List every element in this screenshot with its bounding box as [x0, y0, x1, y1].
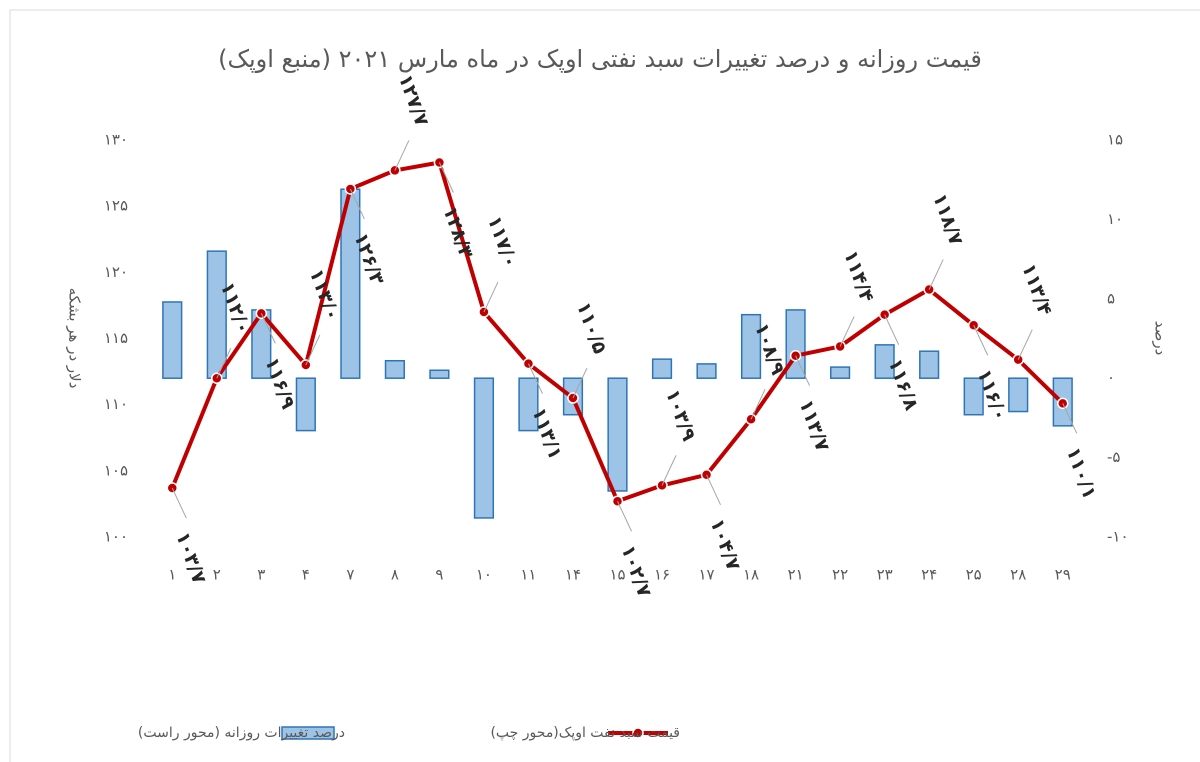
bar [740, 313, 762, 379]
bar [696, 363, 717, 379]
x-tick-label: ۲۳ [877, 566, 893, 584]
x-tick-label: ۳ [257, 566, 265, 584]
y2-tick-label: -۱۰ [1107, 528, 1129, 546]
bar [429, 369, 450, 379]
y2-tick-label: ۱۵ [1107, 131, 1123, 149]
y2-tick-label: -۵ [1107, 448, 1120, 466]
leader-line [973, 325, 989, 356]
y-tick-label: ۱۰۰ [104, 528, 128, 546]
x-tick-label: ۲۱ [788, 566, 804, 584]
x-tick-label: ۴ [302, 566, 310, 584]
x-tick-label: ۸ [391, 566, 399, 584]
x-tick-label: ۱۸ [743, 566, 759, 584]
bar [162, 301, 183, 379]
y2-tick-label: ۱۰ [1107, 210, 1123, 228]
x-tick-label: ۱ [168, 566, 176, 584]
leader-line [1017, 329, 1033, 360]
bar [607, 377, 628, 492]
x-tick-label: ۱۰ [476, 566, 492, 584]
x-tick-label: ۲۴ [921, 566, 937, 584]
bar [1008, 377, 1029, 413]
x-tick-label: ۷ [346, 566, 354, 584]
leader-line [884, 314, 900, 345]
x-tick-label: ۲۲ [832, 566, 848, 584]
x-tick-label: ۱۵ [609, 566, 625, 584]
leader-line [1062, 403, 1078, 434]
legend-swatch-marker [632, 727, 644, 739]
x-tick-label: ۱۱ [520, 566, 536, 584]
legend-swatch [281, 726, 335, 740]
leader-line [839, 316, 855, 347]
y-tick-label: ۱۲۰ [104, 263, 128, 281]
bar [295, 377, 316, 432]
leader-line [171, 487, 187, 519]
chart-title: قیمت روزانه و درصد تغییرات سبد نفتی اوپک… [218, 45, 982, 73]
leader-line [260, 313, 276, 344]
y2-tick-label: ۰ [1107, 369, 1115, 387]
legend-label: درصد تغییرات روزانه (محور راست) [138, 725, 345, 741]
x-tick-label: ۹ [435, 566, 443, 584]
leader-line [706, 474, 722, 506]
leader-line [394, 140, 410, 171]
bar [830, 366, 851, 379]
bar [518, 377, 539, 432]
leader-line [661, 455, 677, 486]
x-tick-label: ۲ [213, 566, 221, 584]
bar [874, 344, 895, 379]
y-tick-label: ۱۱۵ [104, 329, 128, 347]
x-tick-label: ۲۸ [1010, 566, 1026, 584]
leader-line [527, 363, 543, 394]
bar [963, 377, 984, 416]
leader-line [928, 259, 944, 290]
x-tick-label: ۱۶ [654, 566, 670, 584]
x-tick-label: ۱۷ [698, 566, 714, 584]
leader-line [305, 334, 321, 366]
leader-line [438, 162, 454, 193]
bar [651, 358, 673, 379]
y2-tick-label: ۵ [1107, 289, 1115, 307]
leader-line [750, 389, 766, 420]
legend-label: قیمت سبد نفت اوپک(محور چپ) [490, 725, 680, 741]
x-tick-label: ۲۵ [966, 566, 982, 584]
leader-line [572, 367, 588, 399]
bar [206, 250, 227, 379]
y-tick-label: ۱۰۵ [104, 461, 128, 479]
x-tick-label: ۲۹ [1055, 566, 1071, 584]
y-axis-title: دلار در هر بشکه [66, 288, 84, 389]
leader-line [483, 281, 499, 313]
bar [473, 377, 495, 519]
y-tick-label: ۱۱۰ [104, 395, 128, 413]
bar [919, 350, 940, 379]
bar [384, 359, 405, 379]
chart-frame [9, 9, 1200, 762]
leader-line [795, 355, 811, 386]
y-tick-label: ۱۳۰ [104, 131, 128, 149]
leader-line [216, 347, 232, 379]
y2-axis-title: درصد [1152, 321, 1170, 356]
leader-line [349, 188, 365, 220]
y-tick-label: ۱۲۵ [104, 197, 128, 215]
leader-line [617, 501, 632, 532]
x-tick-label: ۱۴ [565, 566, 581, 584]
